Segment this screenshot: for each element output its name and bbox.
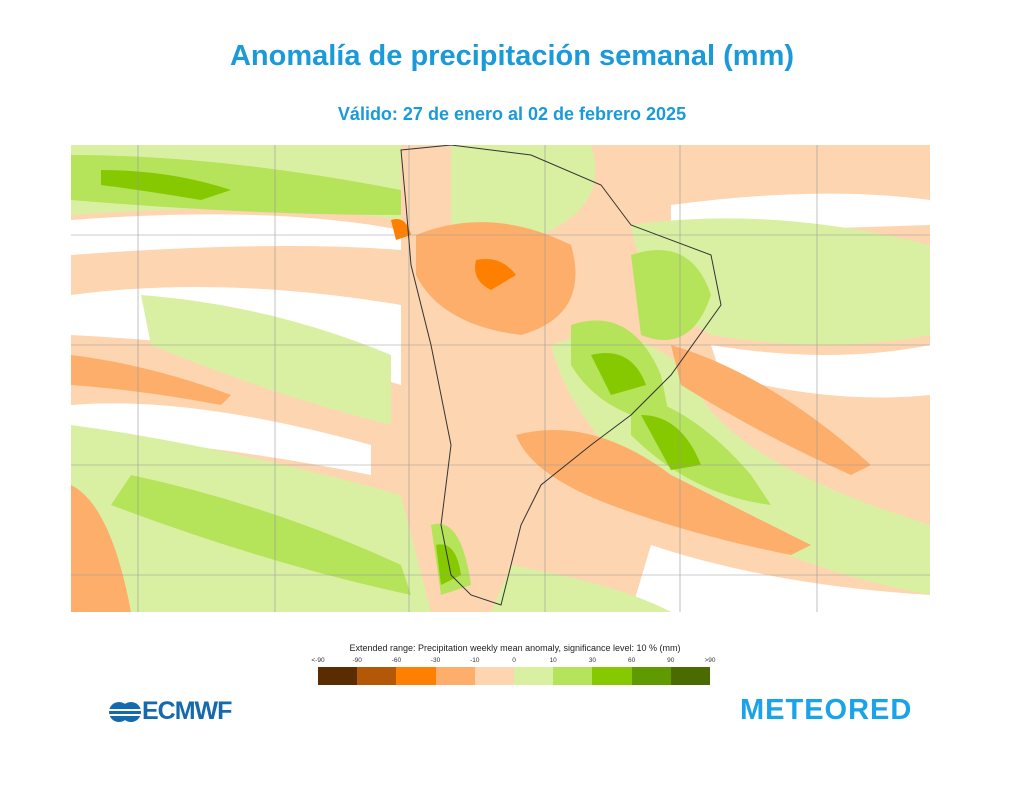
legend-tick: 10 — [549, 657, 557, 664]
legend-swatch — [318, 667, 358, 685]
grid-lines — [71, 145, 930, 612]
legend-swatch — [396, 667, 436, 685]
meteored-logo: METEORED — [740, 694, 913, 726]
legend-swatch — [474, 667, 515, 685]
legend-tick: >90 — [704, 657, 716, 664]
legend-tick: 0 — [512, 657, 516, 664]
legend-tick: 60 — [627, 657, 636, 664]
ecmwf-logo-text: ECMWF — [142, 697, 232, 725]
legend-ticks: <-90 -90 -60 -30 -10 0 10 30 60 90 >90 — [311, 657, 715, 667]
legend-tick: -60 — [391, 657, 402, 664]
ecmwf-logo: ECMWF — [108, 697, 232, 726]
legend-swatch — [514, 667, 554, 685]
legend-tick: -10 — [470, 657, 480, 664]
legend-swatch — [631, 667, 671, 685]
legend-swatch — [357, 667, 397, 685]
legend-tick: -90 — [352, 657, 362, 664]
legend-swatch — [670, 667, 711, 685]
ecmwf-logo-icon — [108, 701, 142, 722]
legend-swatch — [553, 667, 593, 685]
legend-color-bar — [318, 667, 711, 685]
precipitation-anomaly-map — [71, 145, 930, 612]
legend-tick: -30 — [430, 657, 441, 664]
legend-swatch — [435, 667, 475, 685]
legend-title: Extended range: Precipitation weekly mea… — [349, 643, 681, 653]
orange-regions — [71, 222, 871, 612]
legend-tick: 30 — [588, 657, 597, 664]
legend-tick: 90 — [667, 657, 675, 664]
legend-tick: <-90 — [311, 657, 325, 664]
legend-swatch — [592, 667, 632, 685]
south-america-coastline — [400, 145, 722, 606]
page-title: Anomalía de precipitación semanal (mm) — [229, 40, 795, 72]
page-subtitle: Válido: 27 de enero al 02 de febrero 202… — [337, 104, 687, 124]
